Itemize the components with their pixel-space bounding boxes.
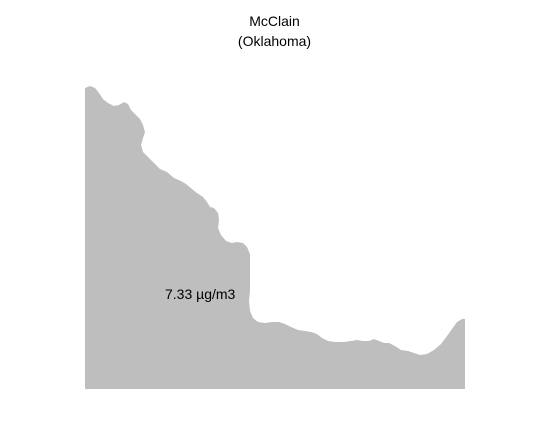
value-label: 7.33 µg/m3: [165, 286, 236, 302]
map-title: McClain (Oklahoma): [0, 11, 549, 51]
county-name: McClain: [249, 13, 300, 29]
state-name: (Oklahoma): [237, 33, 312, 49]
county-shape: [85, 86, 465, 389]
